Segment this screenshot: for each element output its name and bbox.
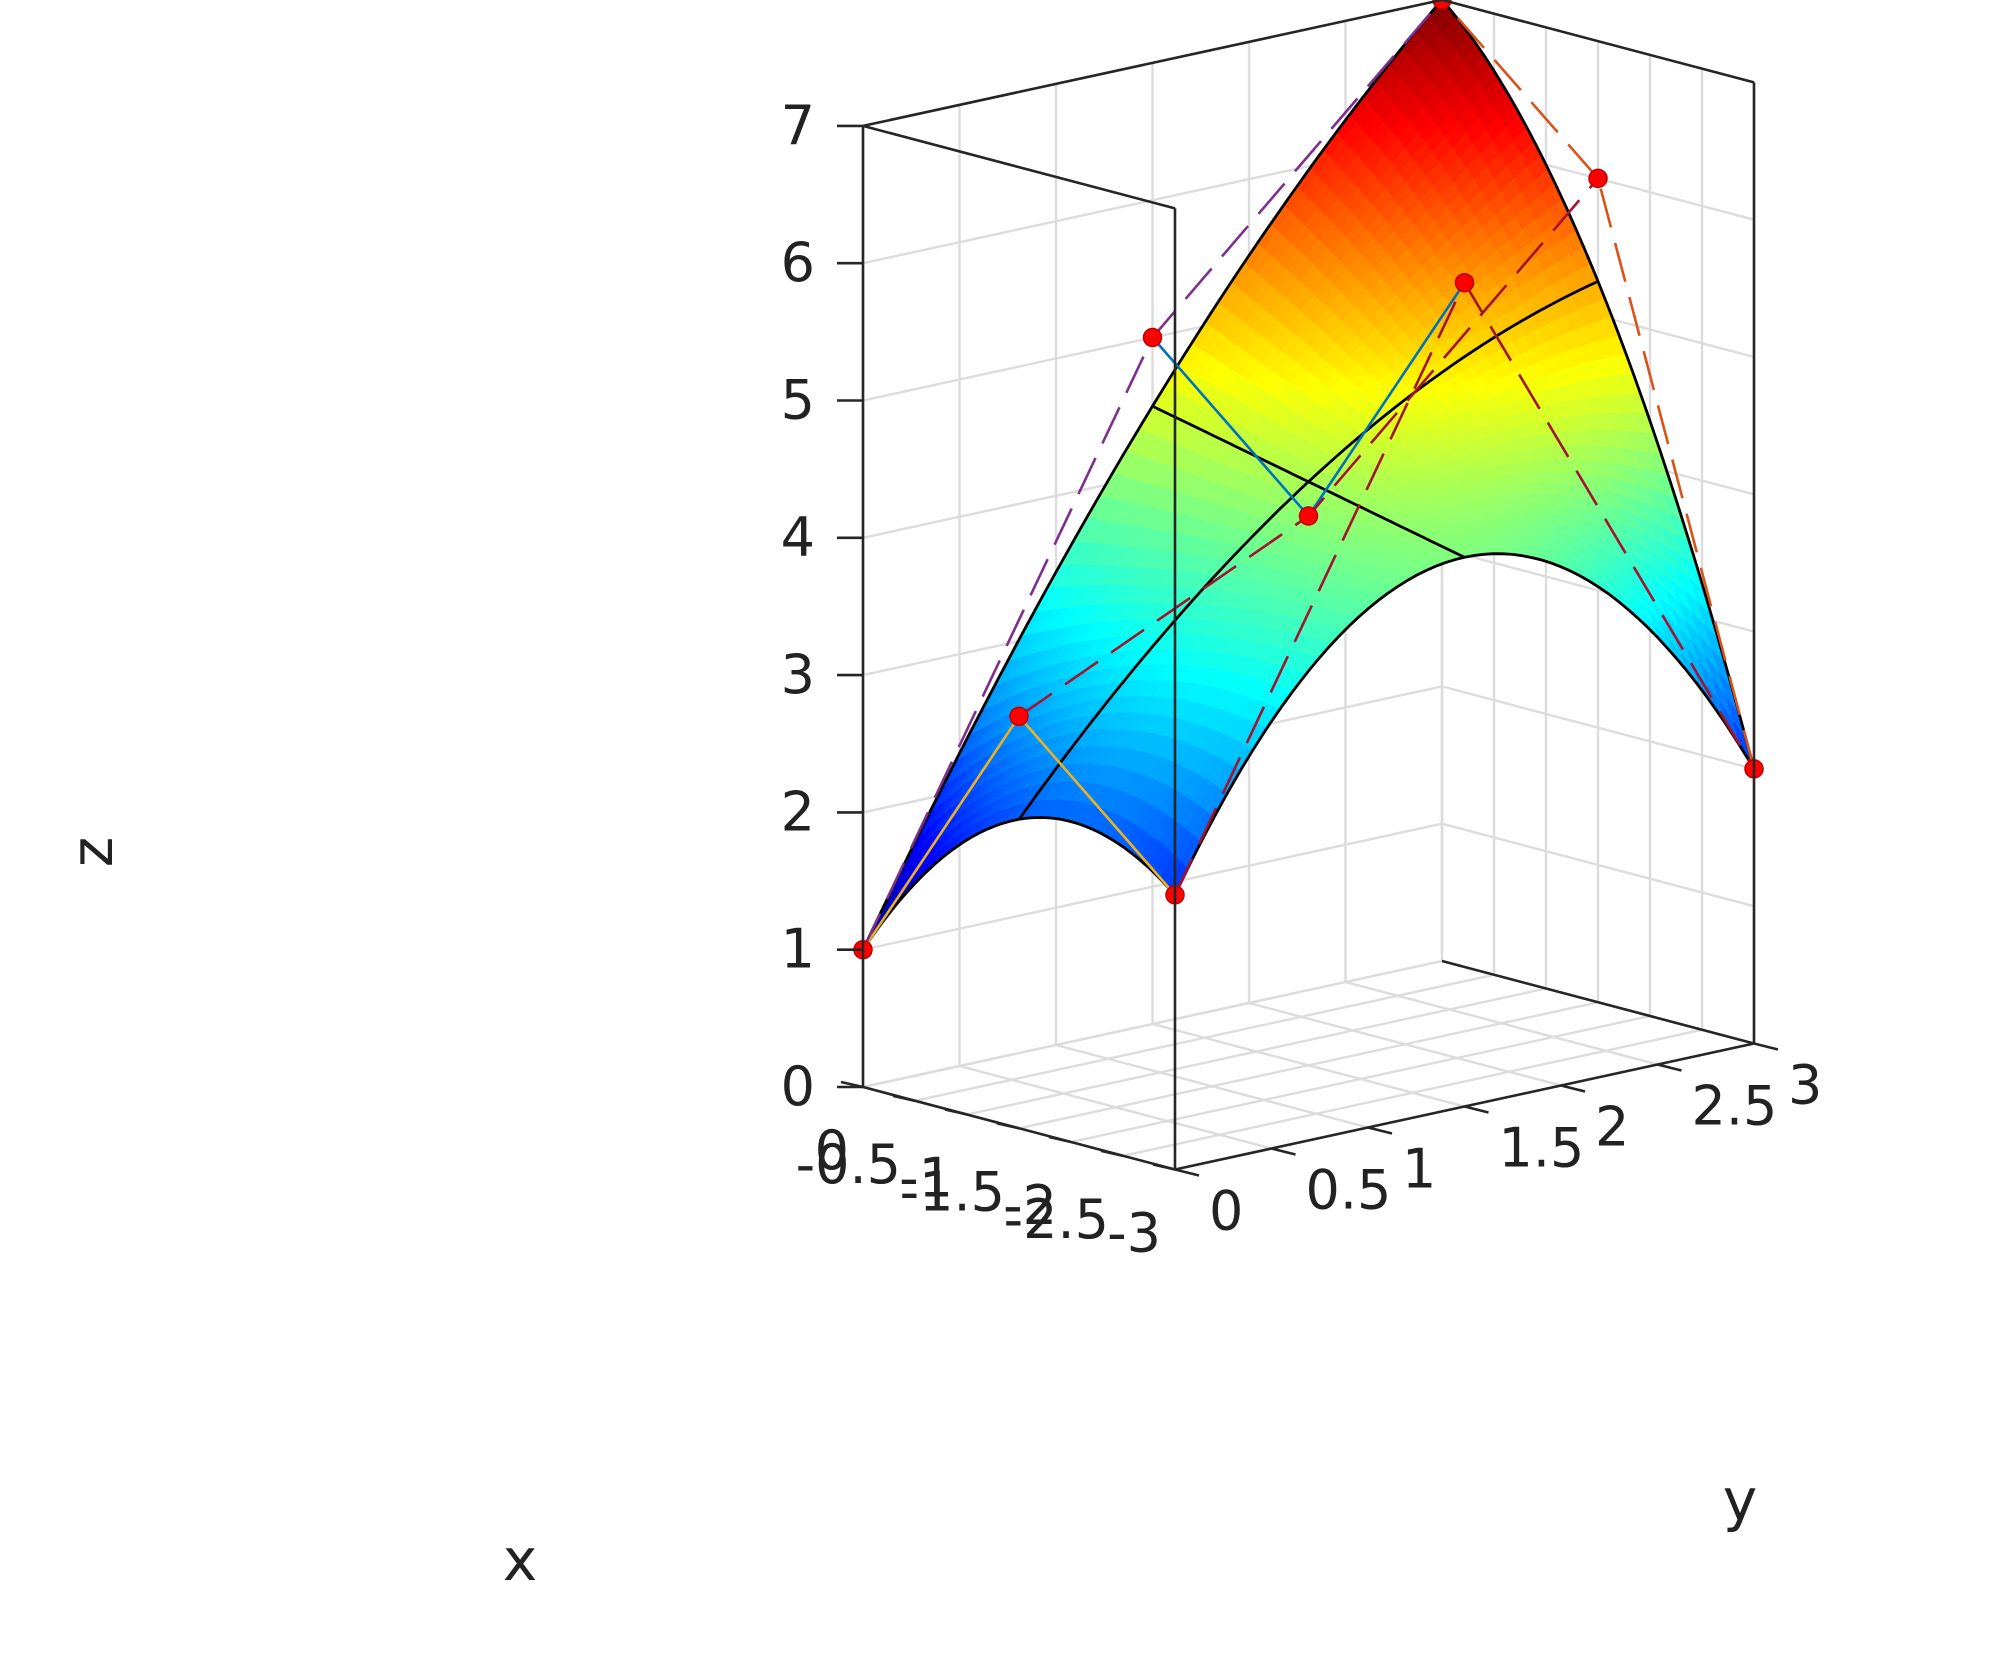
x-tick [892, 1094, 916, 1103]
grid-line-wall-yz-z [862, 959, 1443, 1089]
grid-line-floor-y [1248, 1001, 1562, 1087]
control-point-marker [1009, 706, 1029, 727]
x-tick-label: -2.5 [1004, 1188, 1109, 1251]
y-tick-label: 0.5 [1306, 1159, 1392, 1222]
z-tick-label: 2 [781, 780, 815, 843]
control-point-marker [1454, 272, 1475, 293]
x-tick-label: -3 [1107, 1202, 1161, 1265]
grid-line-floor-y [1345, 980, 1658, 1066]
axes-box-edge [1441, 0, 1755, 84]
z-tick-label: 4 [781, 506, 815, 569]
x-tick-label: -1 [899, 1147, 953, 1210]
surface-mesh [861, 0, 1756, 951]
x-tick-label: 0 [815, 1119, 849, 1182]
y-tick-label: 0 [1209, 1180, 1243, 1243]
y-tick [1560, 1084, 1586, 1093]
x-tick [996, 1122, 1020, 1130]
grid-line-wall-xz-z [1441, 822, 1755, 908]
z-tick-label: 5 [781, 369, 815, 432]
x-tick-label: -1.5 [900, 1160, 1005, 1223]
y-tick [1464, 1105, 1489, 1114]
control-point-marker [1298, 506, 1319, 526]
z-axis-label: z [58, 837, 126, 867]
z-tick-label: 1 [781, 918, 815, 981]
control-point-marker [1588, 168, 1608, 189]
x-tick [1100, 1149, 1124, 1158]
y-tick [1753, 1042, 1779, 1051]
y-tick-label: 1 [1402, 1138, 1436, 1201]
control-net-line [1441, 0, 1756, 770]
y-tick-label: 2.5 [1692, 1075, 1778, 1138]
x-tick-label: -2 [1003, 1174, 1057, 1237]
grid-line-wall-yz-z [862, 822, 1443, 951]
grid-line-floor-y [1152, 1022, 1465, 1108]
y-tick-label: 1.5 [1499, 1117, 1585, 1180]
x-tick [944, 1108, 968, 1116]
z-tick-label: 7 [781, 94, 815, 157]
x-axis-label: x [503, 1526, 537, 1594]
y-tick [1367, 1126, 1393, 1135]
x-tick [840, 1080, 864, 1089]
x-tick-label: -0.5 [796, 1133, 901, 1196]
z-tick-label: 0 [781, 1055, 815, 1118]
surface-boundary-curve [1151, 404, 1466, 559]
y-tick-label: 2 [1595, 1096, 1629, 1159]
grid-line-wall-xz-z [1441, 685, 1755, 771]
y-axis-label: y [1723, 1466, 1757, 1534]
x-tick [1048, 1135, 1072, 1144]
y-tick [1271, 1147, 1296, 1156]
grid-line-floor-y [959, 1064, 1272, 1150]
y-tick [1657, 1063, 1682, 1072]
control-point-marker [1142, 327, 1163, 348]
control-net [853, 0, 1764, 960]
z-tick-label: 3 [781, 643, 815, 706]
z-tick-label: 6 [781, 231, 815, 294]
grid-line-floor-y [1055, 1043, 1369, 1129]
y-tick-label: 3 [1788, 1054, 1822, 1117]
y-tick [1174, 1168, 1200, 1177]
axes-box-edge [862, 0, 1443, 128]
axes-box-edge [862, 124, 1176, 210]
axes-box-edge [1441, 959, 1755, 1045]
x-tick [1152, 1163, 1176, 1171]
